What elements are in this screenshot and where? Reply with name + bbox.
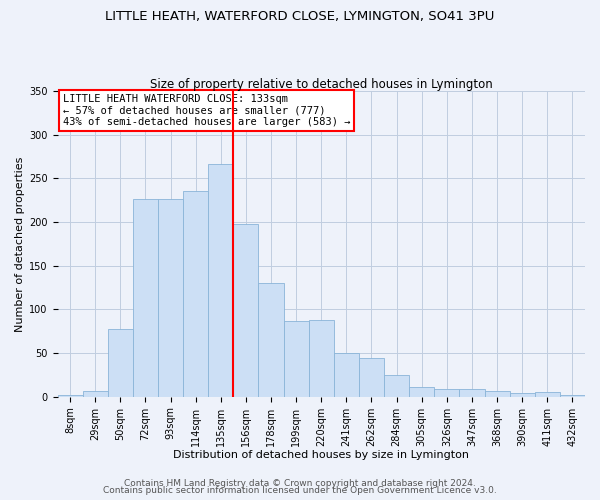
Bar bbox=[334, 353, 359, 397]
Bar bbox=[133, 200, 158, 396]
Y-axis label: Number of detached properties: Number of detached properties bbox=[15, 156, 25, 332]
Bar bbox=[284, 320, 308, 396]
Bar bbox=[485, 390, 509, 396]
Text: LITTLE HEATH, WATERFORD CLOSE, LYMINGTON, SO41 3PU: LITTLE HEATH, WATERFORD CLOSE, LYMINGTON… bbox=[106, 10, 494, 23]
Bar bbox=[108, 330, 133, 396]
Bar bbox=[233, 224, 259, 396]
Bar bbox=[509, 393, 535, 396]
Text: Contains public sector information licensed under the Open Government Licence v3: Contains public sector information licen… bbox=[103, 486, 497, 495]
Bar bbox=[259, 283, 284, 397]
Bar bbox=[58, 395, 83, 396]
Bar bbox=[460, 389, 485, 396]
Bar bbox=[158, 200, 183, 396]
Text: Contains HM Land Registry data © Crown copyright and database right 2024.: Contains HM Land Registry data © Crown c… bbox=[124, 478, 476, 488]
Bar bbox=[560, 395, 585, 396]
Bar bbox=[535, 392, 560, 396]
Bar bbox=[83, 392, 108, 396]
Bar bbox=[409, 387, 434, 396]
Bar bbox=[434, 389, 460, 396]
Bar bbox=[384, 375, 409, 396]
Text: LITTLE HEATH WATERFORD CLOSE: 133sqm
← 57% of detached houses are smaller (777)
: LITTLE HEATH WATERFORD CLOSE: 133sqm ← 5… bbox=[63, 94, 350, 128]
Title: Size of property relative to detached houses in Lymington: Size of property relative to detached ho… bbox=[150, 78, 493, 91]
Bar bbox=[308, 320, 334, 396]
Bar bbox=[359, 358, 384, 397]
Bar bbox=[183, 192, 208, 396]
X-axis label: Distribution of detached houses by size in Lymington: Distribution of detached houses by size … bbox=[173, 450, 469, 460]
Bar bbox=[208, 164, 233, 396]
